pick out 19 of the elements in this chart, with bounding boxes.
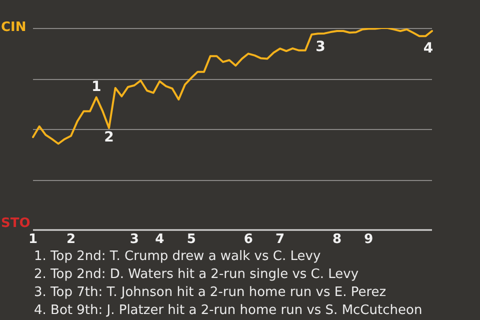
x-tick-label: 1: [28, 232, 38, 248]
annotation: 1: [91, 78, 102, 95]
x-tick-label: 8: [332, 232, 342, 248]
text: 1. Top 2nd: T. Crump drew a walk vs C. Levy: [34, 248, 322, 266]
text: 2. Top 2nd: D. Waters hit a 2-run single vs C. Levy: [34, 266, 360, 284]
annotation: 4: [423, 40, 434, 57]
x-tick-label: 3: [130, 232, 139, 248]
text: STO: [1, 216, 30, 231]
text: 3. Top 7th: T. Johnson hit a 2-run home run vs E. Perez: [34, 284, 388, 302]
text: 4. Bot 9th: J. Platzer hit a 2-run home run vs S. McCutcheon: [34, 302, 422, 320]
annotation: 3: [316, 39, 326, 56]
x-tick-label: 4: [155, 232, 164, 248]
text: CIN: [1, 20, 26, 35]
x-tick-label: 2: [66, 232, 76, 248]
x-tick-label: 7: [275, 232, 285, 248]
x-tick-label: 6: [244, 232, 253, 248]
x-tick-label: 9: [364, 232, 374, 248]
annotation: 2: [104, 130, 114, 146]
x-tick-label: 5: [186, 232, 196, 248]
